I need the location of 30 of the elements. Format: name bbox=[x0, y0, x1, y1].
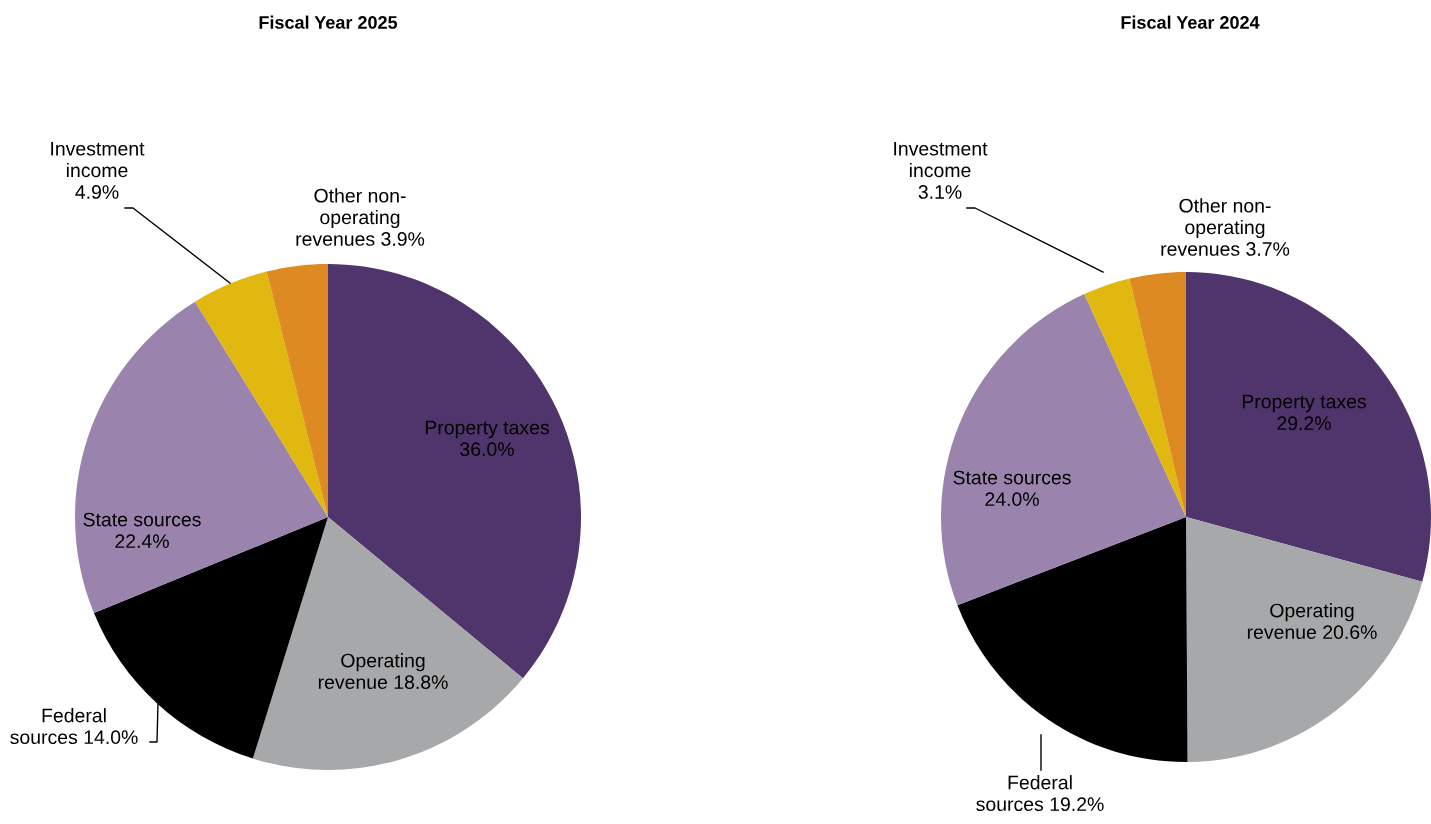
data-label: 24.0% bbox=[985, 492, 1039, 507]
slice-label: Property taxes bbox=[1242, 394, 1366, 413]
pie-slice bbox=[252, 517, 523, 770]
data-label: 4.9% bbox=[75, 185, 119, 199]
slice-label: Federal sources 14.0% bbox=[10, 708, 138, 745]
pie-slice bbox=[1129, 272, 1186, 517]
pie-slice bbox=[957, 517, 1188, 762]
pie-slice bbox=[1084, 278, 1186, 517]
data-label: 3.1% bbox=[918, 185, 962, 199]
pie-slice bbox=[195, 271, 328, 517]
pie-slice bbox=[266, 264, 328, 517]
pie-slice bbox=[1186, 272, 1431, 582]
slice-label: Operating revenue 18.8% bbox=[318, 653, 448, 690]
slice-label: Operating revenue 20.6% bbox=[1247, 603, 1377, 640]
slice-label: Investment income bbox=[51, 142, 145, 178]
pie-slice bbox=[75, 301, 328, 614]
chart-title: Fiscal Year 2025 bbox=[259, 15, 398, 29]
slice-label: Federal sources 19.2% bbox=[976, 775, 1104, 812]
pie-slice bbox=[941, 294, 1186, 606]
slice-label: State sources bbox=[83, 512, 201, 527]
pie-slice bbox=[1186, 517, 1423, 762]
data-label: 29.2% bbox=[1277, 416, 1331, 431]
slice-label: Other non-operating revenues 3.7% bbox=[1161, 198, 1290, 256]
slice-label: Property taxes bbox=[425, 420, 549, 439]
chart-title: Fiscal Year 2024 bbox=[1121, 15, 1260, 29]
data-label: 22.4% bbox=[115, 534, 169, 548]
slice-label: State sources bbox=[953, 470, 1071, 485]
slice-label: Investment income bbox=[894, 142, 988, 178]
data-label: 36.0% bbox=[460, 442, 514, 457]
slice-label: Other non-operating revenues 3.9% bbox=[296, 188, 425, 246]
